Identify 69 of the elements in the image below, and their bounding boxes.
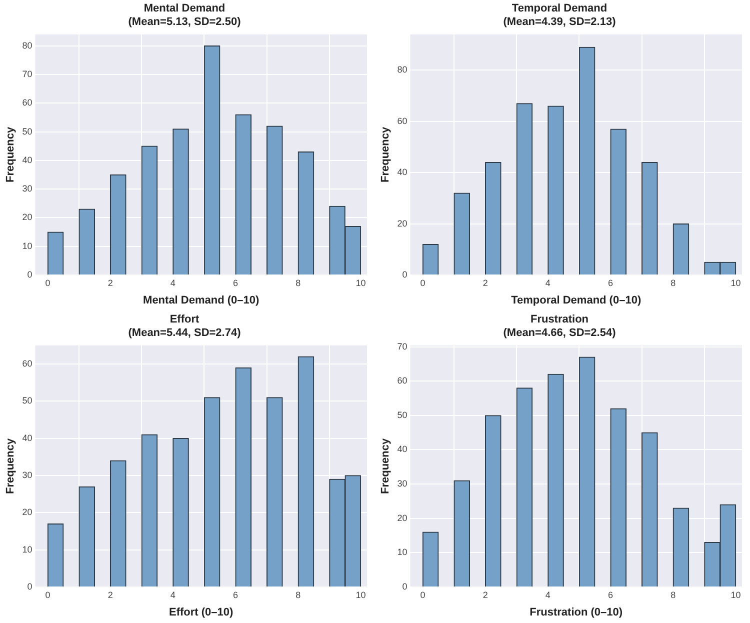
x-tick-label: 0 — [45, 590, 50, 600]
chart-title: Effort — [170, 314, 200, 326]
x-tick-label: 4 — [545, 278, 550, 288]
x-axis-title: Mental Demand (0–10) — [143, 294, 260, 306]
x-tick-label: 8 — [670, 278, 676, 288]
x-tick-label: 2 — [108, 278, 113, 288]
y-tick-label: 50 — [22, 396, 32, 406]
y-tick-label: 50 — [397, 410, 408, 420]
x-tick-label: 10 — [356, 278, 366, 288]
y-tick-label: 10 — [22, 544, 32, 554]
y-tick-label: 60 — [397, 376, 408, 386]
y-tick-label: 20 — [22, 507, 32, 518]
chart-subtitle: (Mean=4.66, SD=2.54) — [503, 326, 616, 339]
y-tick-label: 60 — [22, 358, 32, 368]
x-tick-label: 10 — [730, 278, 741, 288]
y-tick-label: 50 — [22, 126, 32, 136]
y-tick-label: 20 — [22, 212, 32, 222]
x-tick-label: 4 — [545, 590, 550, 600]
x-axis-title: Effort (0–10) — [169, 606, 234, 618]
x-tick-label: 4 — [170, 590, 176, 600]
chart-title: Frustration — [530, 314, 589, 326]
x-axis-title: Frustration (0–10) — [530, 606, 623, 618]
y-tick-label: 70 — [22, 68, 32, 79]
chart-subtitle: (Mean=5.13, SD=2.50) — [128, 16, 242, 28]
x-tick-label: 2 — [108, 590, 113, 600]
x-tick-label: 0 — [420, 590, 426, 600]
x-tick-label: 6 — [233, 278, 238, 288]
y-tick-label: 30 — [22, 470, 32, 480]
x-tick-label: 8 — [296, 590, 301, 600]
y-tick-label: 10 — [22, 240, 32, 251]
y-axis-title: Frequency — [4, 126, 17, 183]
y-tick-label: 20 — [397, 512, 408, 523]
chart-title: Temporal Demand — [512, 2, 608, 15]
y-tick-label: 0 — [27, 269, 32, 280]
y-tick-label: 30 — [397, 478, 408, 489]
y-tick-label: 60 — [22, 98, 32, 108]
y-tick-label: 80 — [22, 40, 32, 50]
y-tick-label: 70 — [397, 341, 408, 352]
y-tick-label: 40 — [22, 432, 32, 443]
chart-subtitle: (Mean=5.44, SD=2.74) — [128, 326, 242, 339]
y-tick-label: 40 — [397, 444, 408, 454]
x-tick-label: 2 — [482, 278, 488, 288]
x-tick-label: 10 — [730, 590, 741, 600]
x-tick-label: 6 — [233, 590, 238, 600]
y-tick-label: 0 — [402, 269, 408, 280]
y-axis-title: Frequency — [4, 438, 17, 494]
y-tick-label: 40 — [22, 154, 32, 165]
x-tick-label: 0 — [420, 278, 426, 288]
chart-title: Mental Demand — [144, 2, 226, 15]
x-tick-label: 8 — [670, 590, 676, 600]
x-tick-label: 2 — [482, 590, 488, 600]
y-tick-label: 0 — [402, 581, 408, 592]
x-tick-label: 6 — [608, 278, 614, 288]
x-tick-label: 8 — [296, 278, 301, 288]
y-tick-label: 20 — [397, 218, 408, 228]
x-tick-label: 6 — [608, 590, 614, 600]
y-axis-title: Frequency — [380, 126, 392, 183]
x-tick-label: 0 — [45, 278, 50, 288]
chart-subtitle: (Mean=4.39, SD=2.13) — [503, 16, 616, 28]
y-tick-label: 0 — [27, 581, 32, 592]
y-tick-label: 30 — [22, 184, 32, 194]
y-tick-label: 10 — [397, 547, 408, 558]
x-tick-label: 10 — [356, 590, 366, 600]
y-axis-title: Frequency — [380, 438, 392, 494]
y-tick-label: 80 — [397, 64, 408, 75]
y-tick-label: 60 — [397, 116, 408, 126]
x-axis-title: Temporal Demand (0–10) — [511, 294, 642, 306]
y-tick-label: 40 — [397, 167, 408, 178]
x-tick-label: 4 — [170, 278, 176, 288]
